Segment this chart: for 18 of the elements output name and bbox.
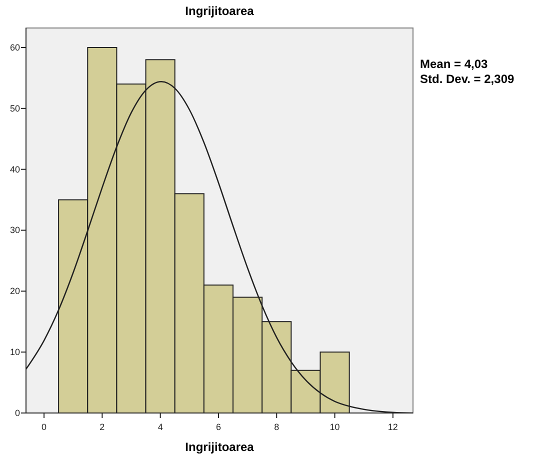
text: Std. Dev. = 2,309 xyxy=(420,72,514,86)
y-tick-label: 0 xyxy=(14,408,20,418)
y-tick-label: 40 xyxy=(10,164,20,174)
y-tick-label: 30 xyxy=(10,225,20,236)
x-tick-label: 10 xyxy=(330,422,340,432)
chart-title: Ingrijitoarea xyxy=(185,4,254,18)
x-tick-label: 8 xyxy=(274,422,280,432)
x-tick-label: 2 xyxy=(100,422,105,432)
x-tick-label: 6 xyxy=(216,422,221,432)
y-tick-label: 10 xyxy=(10,347,20,358)
x-tick-label: 4 xyxy=(158,422,163,432)
text: Mean = 4,03 xyxy=(420,57,488,71)
x-tick-label: 0 xyxy=(42,422,47,432)
x-tick-label: 12 xyxy=(388,422,398,432)
x-axis-title: Ingrijitoarea xyxy=(185,440,254,454)
y-tick-label: 20 xyxy=(10,286,20,296)
y-tick-label: 50 xyxy=(10,103,20,114)
y-tick-label: 60 xyxy=(10,42,20,52)
